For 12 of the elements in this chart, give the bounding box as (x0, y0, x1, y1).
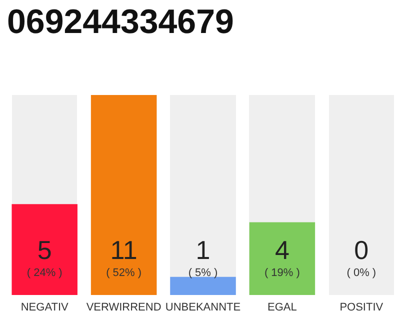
data-label: 4 ( 19% ) (264, 235, 300, 279)
x-tick-label: NEGATIV (20, 302, 69, 314)
x-tick-label: EGAL (268, 302, 297, 314)
data-label: 11 ( 52% ) (106, 235, 142, 279)
data-label: 5 ( 24% ) (26, 235, 62, 279)
x-tick-label: UNBEKANNTE (165, 302, 241, 314)
data-label: 1 ( 5% ) (188, 235, 218, 279)
chart-title: 069244334679 (7, 3, 234, 41)
data-label: 0 ( 0% ) (346, 235, 376, 279)
bar (170, 276, 236, 295)
x-tick-label: VERWIRREND (86, 302, 162, 314)
x-tick-label: POSITIV (340, 302, 384, 314)
